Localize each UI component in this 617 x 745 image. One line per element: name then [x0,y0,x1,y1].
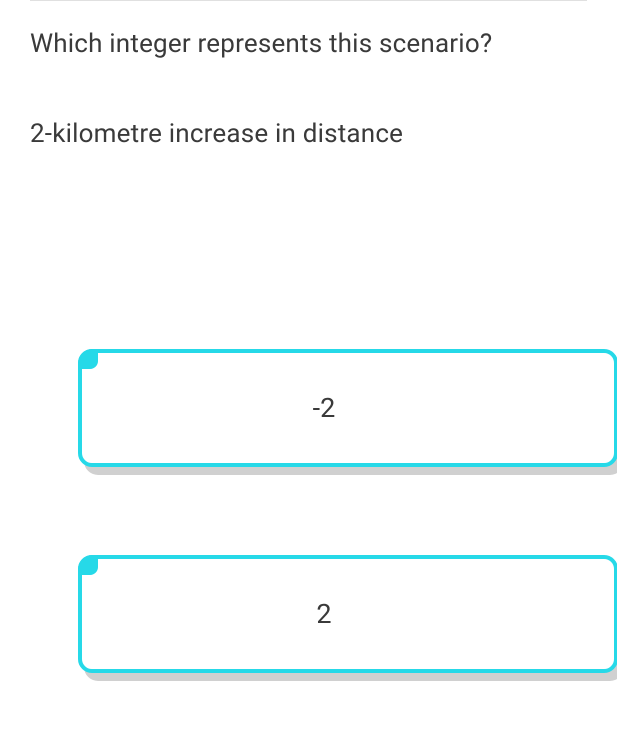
options-group: -2 2 [30,349,587,673]
option-button-1[interactable]: -2 [78,349,617,467]
quiz-container: Which integer represents this scenario? … [0,0,617,673]
option-label: 2 [316,598,331,630]
option-button-2[interactable]: 2 [78,555,617,673]
scenario-text: 2-kilometre increase in distance [30,119,587,149]
question-text: Which integer represents this scenario? [30,29,587,59]
option-label: -2 [313,392,336,424]
top-divider [30,0,587,1]
